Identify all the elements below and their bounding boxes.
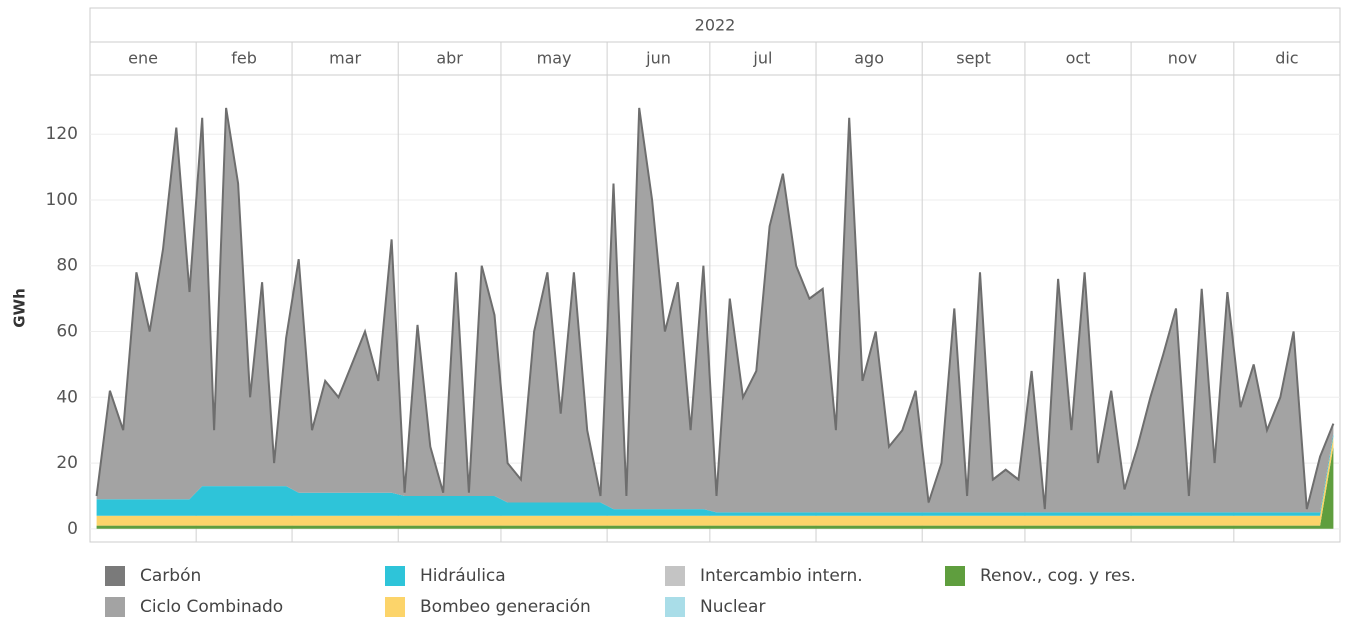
legend-label: Nuclear: [700, 597, 765, 617]
legend-label: Bombeo generación: [420, 597, 591, 617]
legend-swatch: [945, 566, 965, 586]
y-tick-label: 100: [46, 190, 78, 210]
legend-label: Renov., cog. y res.: [980, 566, 1136, 586]
month-label: sept: [956, 49, 991, 68]
legend-swatch: [385, 597, 405, 617]
month-label: oct: [1066, 49, 1091, 68]
legend-label: Hidráulica: [420, 566, 506, 586]
month-label: may: [537, 49, 572, 68]
month-label: jul: [752, 49, 772, 68]
month-label: ago: [854, 49, 884, 68]
area: [96, 433, 1334, 516]
legend-label: Carbón: [140, 566, 201, 586]
legend-swatch: [105, 566, 125, 586]
month-label: nov: [1168, 49, 1197, 68]
legend-swatch: [385, 566, 405, 586]
total-line: [95, 107, 1335, 510]
y-axis-label: GWh: [11, 288, 29, 328]
y-tick-label: 60: [56, 322, 78, 342]
year-label: 2022: [695, 16, 736, 35]
y-tick-label: 0: [67, 519, 78, 539]
legend-swatch: [665, 566, 685, 586]
month-label: dic: [1275, 49, 1298, 68]
month-label: abr: [436, 49, 463, 68]
y-tick-label: 80: [56, 256, 78, 276]
month-label: ene: [128, 49, 158, 68]
legend-label: Intercambio intern.: [700, 566, 863, 586]
area: [96, 109, 1334, 513]
y-tick-label: 20: [56, 453, 78, 473]
month-label: mar: [329, 49, 361, 68]
y-tick-label: 40: [56, 387, 78, 407]
legend-swatch: [665, 597, 685, 617]
legend-label: Ciclo Combinado: [140, 597, 283, 617]
month-label: jun: [645, 49, 671, 68]
area: [96, 436, 1334, 526]
legend-swatch: [105, 597, 125, 617]
frame: [89, 7, 1341, 543]
y-tick-label: 120: [46, 124, 78, 144]
month-label: feb: [231, 49, 257, 68]
